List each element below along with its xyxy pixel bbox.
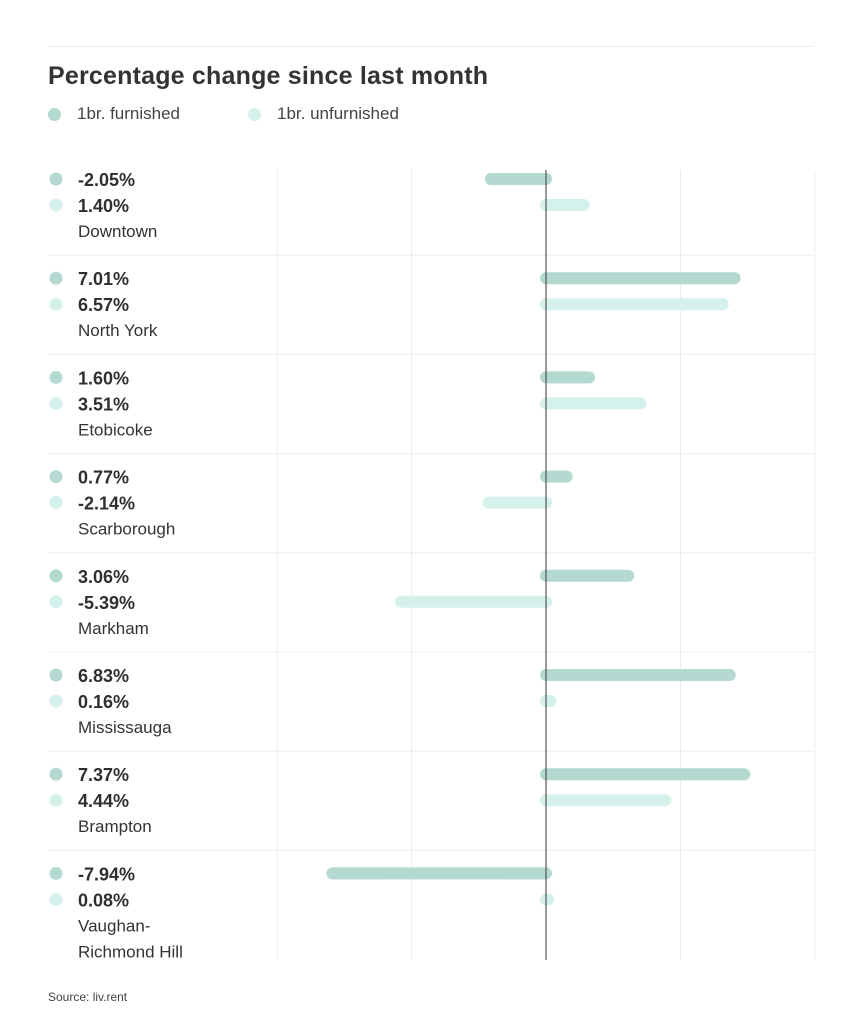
category-label: Mississauga: [78, 718, 172, 737]
bar: [540, 669, 736, 681]
bar: [540, 695, 557, 707]
category-label: Vaughan-: [78, 916, 150, 935]
legend-label-furnished: 1br. furnished: [77, 104, 181, 123]
bar: [540, 199, 590, 211]
series-dot: [49, 198, 63, 212]
data-label: -2.05%: [78, 170, 135, 190]
legend-label-unfurnished: 1br. unfurnished: [277, 104, 399, 123]
data-label: 6.83%: [78, 666, 129, 686]
series-dot: [49, 866, 63, 880]
series-dot: [49, 767, 63, 781]
series-dot: [49, 396, 63, 410]
legend-item-unfurnished: 1br. unfurnished: [248, 104, 399, 124]
series-dot: [49, 271, 63, 285]
data-label: 1.40%: [78, 196, 129, 216]
data-label: 3.06%: [78, 567, 129, 587]
data-label: 0.77%: [78, 468, 129, 488]
data-label: 3.51%: [78, 394, 129, 414]
data-label: -5.39%: [78, 593, 135, 613]
chart-title: Percentage change since last month: [48, 62, 489, 90]
category-label: North York: [78, 321, 158, 340]
series-dot: [49, 297, 63, 311]
category-label: Downtown: [78, 222, 157, 241]
top-divider: [48, 46, 814, 47]
bar: [540, 371, 596, 384]
data-label: 0.08%: [78, 890, 129, 910]
data-label: 1.60%: [78, 368, 129, 388]
bar: [482, 496, 552, 509]
category-label: Etobicoke: [78, 420, 153, 439]
series-dot: [49, 470, 63, 484]
category-label: Scarborough: [78, 520, 175, 539]
bar: [540, 794, 672, 807]
series-dot: [49, 595, 63, 609]
bar: [540, 470, 573, 483]
series-dot: [49, 892, 63, 906]
series-dot: [49, 569, 63, 583]
bar: [540, 272, 741, 285]
category-label: Richmond Hill: [78, 942, 183, 961]
bar: [540, 569, 635, 582]
bar: [484, 173, 552, 185]
bar: [540, 397, 647, 410]
data-label: -2.14%: [78, 494, 135, 514]
bar: [540, 893, 555, 906]
data-label: 7.37%: [78, 765, 129, 785]
bar: [540, 298, 729, 311]
legend-item-furnished: 1br. furnished: [48, 104, 180, 124]
bar: [540, 768, 751, 781]
series-dot: [49, 668, 63, 682]
series-dot: [49, 172, 63, 186]
bar: [326, 867, 552, 880]
bar: [395, 595, 552, 608]
data-label: 0.16%: [78, 692, 129, 712]
series-dot: [49, 496, 63, 510]
legend-swatch-furnished: [48, 107, 61, 121]
data-label: 6.57%: [78, 295, 129, 315]
data-label: -7.94%: [78, 864, 135, 884]
series-dot: [49, 370, 63, 384]
source-note: Source: liv.rent: [48, 990, 128, 1004]
series-dot: [49, 793, 63, 807]
series-dot: [49, 694, 63, 708]
data-label: 4.44%: [78, 791, 129, 811]
category-label: Brampton: [78, 817, 152, 836]
data-label: 7.01%: [78, 269, 129, 289]
category-label: Markham: [78, 619, 149, 638]
legend-swatch-unfurnished: [248, 107, 261, 121]
